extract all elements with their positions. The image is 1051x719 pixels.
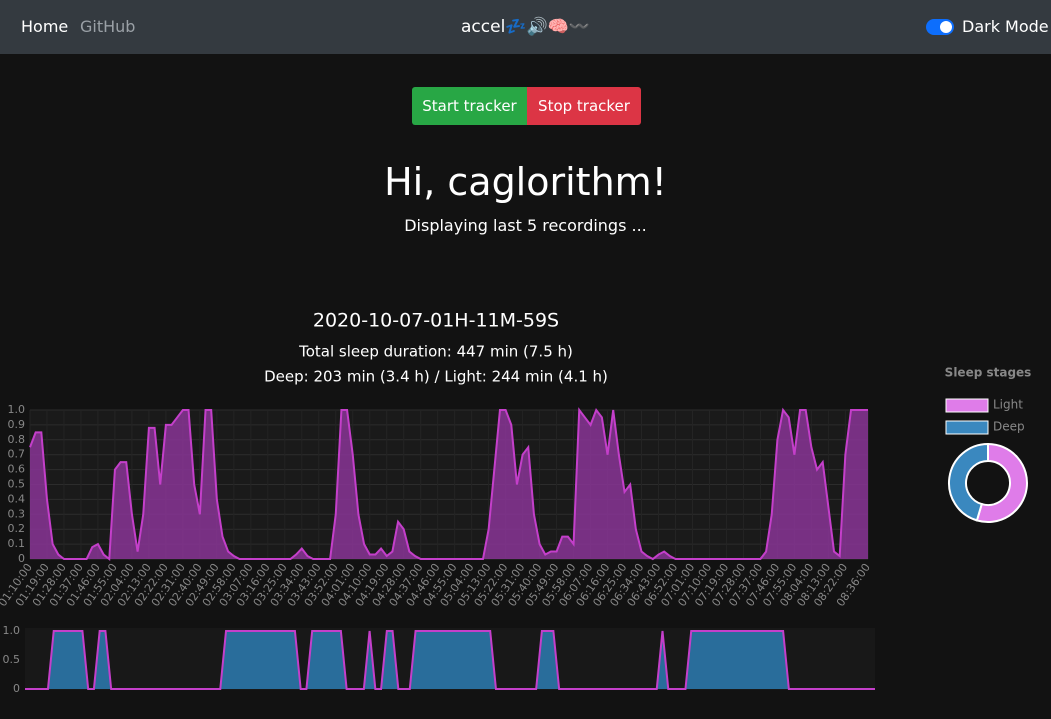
chart-subtitle: Deep: 203 min (3.4 h) / Light: 244 min (… — [264, 368, 608, 386]
greeting: Hi, caglorithm! — [384, 160, 667, 204]
subtitle: Displaying last 5 recordings ... — [404, 216, 647, 235]
toggle-label[interactable]: Dark Mode — [962, 17, 1049, 36]
doughnut-slice — [975, 442, 1028, 523]
navbar: Home GitHub accel💤🔊🧠〰️ Dark Mode — [0, 0, 1051, 54]
brand[interactable]: accel💤🔊🧠〰️ — [461, 17, 590, 37]
y-tick-label: 1.0 — [8, 403, 26, 416]
nav-link[interactable]: GitHub — [80, 17, 136, 36]
doughnut-slice — [948, 442, 989, 522]
toggle-switch[interactable] — [926, 19, 954, 35]
y-tick-label: 0 — [13, 682, 20, 695]
y-tick-label: 0.9 — [8, 418, 26, 431]
y-tick-label: 0.5 — [3, 653, 21, 666]
legend-label: Deep — [993, 420, 1025, 434]
legend-title: Sleep stages — [945, 366, 1032, 380]
area-fill — [25, 631, 875, 689]
area-fill — [30, 410, 868, 559]
legend-swatch — [945, 420, 989, 435]
y-tick-label: 0.5 — [8, 478, 26, 491]
y-tick-label: 0.3 — [8, 507, 26, 520]
y-tick-label: 0 — [18, 552, 25, 565]
stop-button[interactable]: Stop tracker — [527, 87, 641, 125]
legend-swatch — [945, 398, 989, 413]
chart-subtitle: Total sleep duration: 447 min (7.5 h) — [298, 343, 573, 361]
y-tick-label: 0.4 — [8, 492, 26, 505]
legend-label: Light — [993, 398, 1023, 412]
y-tick-label: 1.0 — [3, 624, 21, 637]
y-tick-label: 0.2 — [8, 522, 26, 535]
y-tick-label: 0.6 — [8, 463, 26, 476]
start-button[interactable]: Start tracker — [412, 87, 527, 125]
chart-title: 2020-10-07-01H-11M-59S — [313, 310, 559, 332]
charts: 2020-10-07-01H-11M-59S Total sleep durat… — [0, 310, 1032, 696]
y-tick-label: 0.1 — [8, 537, 26, 550]
area-line — [25, 630, 875, 690]
area-line — [29, 407, 868, 561]
y-tick-label: 0.8 — [8, 433, 26, 446]
nav-link[interactable]: Home — [21, 17, 69, 36]
y-tick-label: 0.7 — [8, 448, 26, 461]
